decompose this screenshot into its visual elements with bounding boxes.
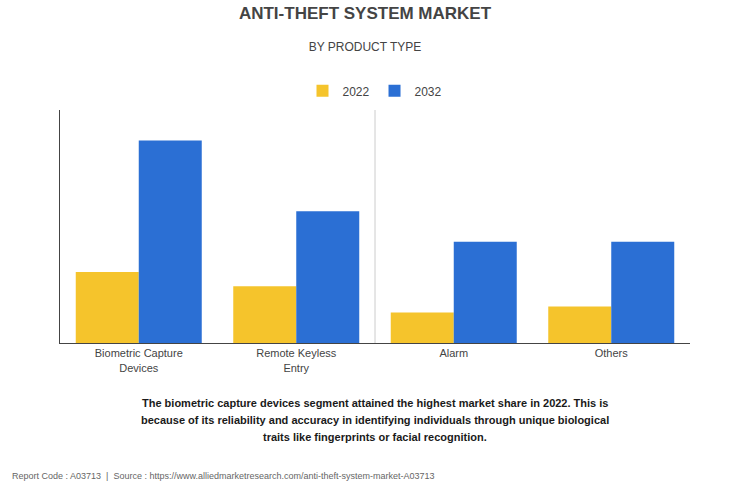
svg-text:because of its reliability and: because of its reliability and accuracy … <box>141 414 609 426</box>
svg-text:2032: 2032 <box>415 85 442 99</box>
svg-text:Report Code : A03713 | Sourc: Report Code : A03713 | Source : https://… <box>12 471 435 481</box>
svg-text:BY PRODUCT TYPE: BY PRODUCT TYPE <box>309 40 422 54</box>
svg-text:ANTI-THEFT SYSTEM MARKET: ANTI-THEFT SYSTEM MARKET <box>239 4 492 23</box>
svg-text:Others: Others <box>595 347 629 359</box>
svg-text:Biometric CaptureDevices: Biometric CaptureDevices <box>95 347 183 373</box>
svg-text:The biometric capture devices: The biometric capture devices segment at… <box>142 397 608 409</box>
svg-text:2022: 2022 <box>343 85 370 99</box>
svg-text:Remote KeylessEntry: Remote KeylessEntry <box>256 347 337 373</box>
svg-text:Alarm: Alarm <box>439 347 468 359</box>
svg-text:traits like fingerprints or fa: traits like fingerprints or facial recog… <box>263 431 487 443</box>
